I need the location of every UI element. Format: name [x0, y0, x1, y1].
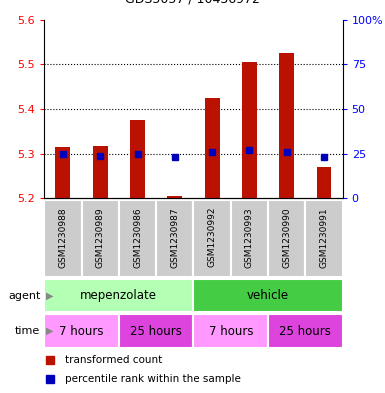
Text: GSM1230988: GSM1230988: [59, 207, 67, 268]
Bar: [167, 196, 182, 198]
Text: GSM1230986: GSM1230986: [133, 207, 142, 268]
Bar: [44, 314, 119, 348]
Text: agent: agent: [8, 291, 40, 301]
Bar: [130, 120, 145, 198]
Bar: [205, 98, 219, 198]
Bar: [44, 279, 194, 312]
Text: time: time: [15, 326, 40, 336]
Text: 25 hours: 25 hours: [280, 325, 331, 338]
Text: 25 hours: 25 hours: [130, 325, 182, 338]
Bar: [44, 200, 82, 277]
Text: mepenzolate: mepenzolate: [80, 289, 157, 302]
Bar: [93, 146, 108, 198]
Bar: [268, 314, 343, 348]
Text: GSM1230989: GSM1230989: [96, 207, 105, 268]
Bar: [268, 200, 305, 277]
Bar: [194, 200, 231, 277]
Bar: [156, 200, 194, 277]
Bar: [194, 279, 343, 312]
Text: 7 hours: 7 hours: [209, 325, 253, 338]
Bar: [194, 314, 268, 348]
Bar: [119, 314, 194, 348]
Bar: [231, 200, 268, 277]
Text: GSM1230987: GSM1230987: [170, 207, 179, 268]
Bar: [82, 200, 119, 277]
Bar: [55, 147, 70, 198]
Bar: [242, 62, 257, 198]
Bar: [316, 167, 331, 198]
Text: vehicle: vehicle: [247, 289, 289, 302]
Bar: [119, 200, 156, 277]
Text: GSM1230990: GSM1230990: [282, 207, 291, 268]
Text: percentile rank within the sample: percentile rank within the sample: [65, 374, 241, 384]
Text: GSM1230991: GSM1230991: [320, 207, 328, 268]
Text: 7 hours: 7 hours: [59, 325, 104, 338]
Text: GSM1230992: GSM1230992: [208, 207, 217, 268]
Bar: [279, 53, 294, 198]
Text: transformed count: transformed count: [65, 354, 162, 365]
Text: GSM1230993: GSM1230993: [245, 207, 254, 268]
Bar: [305, 200, 343, 277]
Text: ▶: ▶: [46, 326, 54, 336]
Text: GDS5057 / 10436972: GDS5057 / 10436972: [125, 0, 260, 6]
Text: ▶: ▶: [46, 291, 54, 301]
